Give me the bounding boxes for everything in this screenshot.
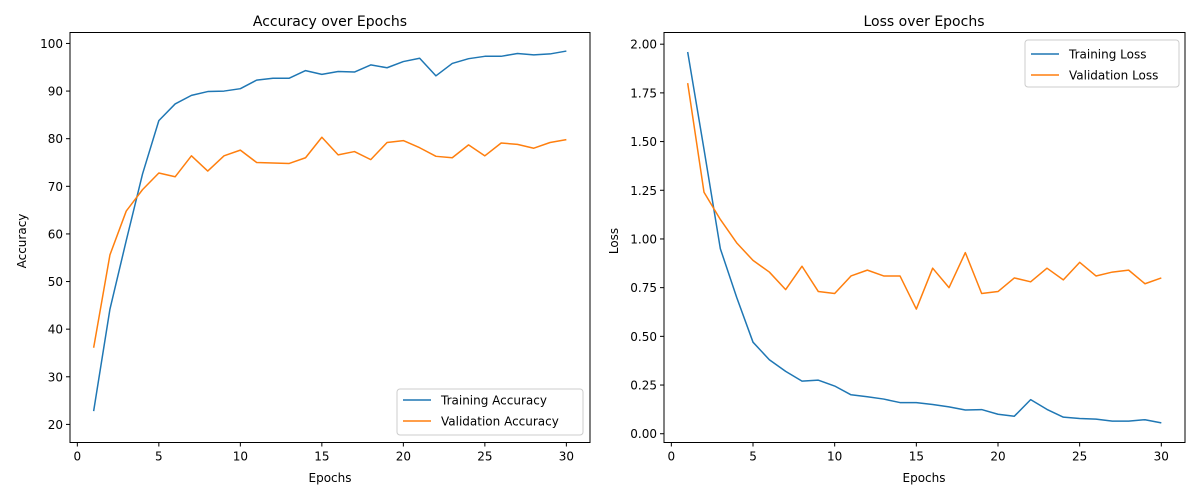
accuracy-x-tick-label: 10 — [233, 450, 248, 464]
loss-x-ticks: 0 5 10 15 20 25 30 — [668, 442, 1169, 464]
accuracy-y-tick-label: 20 — [48, 418, 63, 432]
loss-x-tick-label: 20 — [990, 450, 1005, 464]
loss-y-tick-label: 1.25 — [630, 184, 657, 198]
accuracy-legend-label-validation: Validation Accuracy — [441, 415, 559, 429]
accuracy-y-tick-label: 30 — [48, 370, 63, 384]
loss-series-line-training-loss — [686, 51, 1162, 424]
loss-y-tick-label: 2.00 — [630, 38, 657, 52]
loss-y-tick-label: 0.00 — [630, 427, 657, 441]
accuracy-x-tick-label: 30 — [559, 450, 574, 464]
loss-legend-box — [1024, 39, 1180, 88]
accuracy-y-tick-label: 60 — [48, 227, 63, 241]
loss-y-tick-label: 1.75 — [630, 86, 657, 100]
accuracy-series-line-validation-accuracy — [92, 136, 567, 348]
loss-x-tick-label: 10 — [827, 450, 842, 464]
accuracy-legend-box — [396, 388, 584, 436]
loss-y-ticks: 0.00 0.25 0.50 0.75 1.00 1.25 1.50 1.75 2.00 — [630, 38, 664, 441]
accuracy-y-ticks: 20 30 40 50 60 70 80 90 100 — [40, 37, 70, 432]
accuracy-x-tick-label: 15 — [314, 450, 329, 464]
loss-y-tick-label: 0.50 — [630, 330, 657, 344]
accuracy-y-tick-label: 50 — [48, 275, 63, 289]
accuracy-y-tick-label: 40 — [48, 323, 63, 337]
accuracy-x-tick-label: 25 — [477, 450, 492, 464]
accuracy-x-tick-label: 20 — [396, 450, 411, 464]
loss-y-axis-label: Loss — [607, 228, 621, 254]
loss-x-tick-label: 25 — [1072, 450, 1087, 464]
accuracy-series-lines — [92, 50, 567, 412]
loss-legend: Training Loss Validation Loss — [1024, 39, 1180, 88]
accuracy-x-tick-label: 0 — [74, 450, 82, 464]
loss-legend-label-training: Training Loss — [1068, 48, 1146, 62]
accuracy-series-line-training-accuracy — [92, 50, 567, 412]
loss-y-tick-label: 1.00 — [630, 232, 657, 246]
loss-legend-label-validation: Validation Loss — [1069, 69, 1158, 83]
accuracy-y-axis-label: Accuracy — [15, 214, 29, 269]
accuracy-y-tick-label: 70 — [48, 180, 63, 194]
loss-x-tick-label: 0 — [668, 450, 676, 464]
accuracy-x-axis-label: Epochs — [309, 471, 352, 485]
loss-series-lines — [686, 51, 1162, 424]
accuracy-y-tick-label: 80 — [48, 132, 63, 146]
accuracy-legend-label-training: Training Accuracy — [440, 394, 547, 408]
loss-panel: Loss over Epochs Epochs Loss 0 5 10 15 20 25 3… — [607, 14, 1186, 485]
accuracy-x-tick-label: 5 — [155, 450, 163, 464]
accuracy-panel: Accuracy over Epochs Epochs Accuracy 0 5 1… — [15, 14, 591, 485]
accuracy-x-ticks: 0 5 10 15 20 25 30 — [74, 442, 574, 464]
accuracy-y-tick-label: 90 — [48, 85, 63, 99]
accuracy-legend: Training Accuracy Validation Accuracy — [396, 388, 584, 436]
loss-x-tick-label: 15 — [909, 450, 924, 464]
loss-plot-frame — [663, 32, 1186, 443]
accuracy-chart-title: Accuracy over Epochs — [253, 14, 407, 30]
accuracy-y-tick-label: 100 — [40, 37, 63, 51]
accuracy-plot-frame — [69, 32, 591, 443]
loss-x-axis-label: Epochs — [903, 471, 946, 485]
loss-y-tick-label: 0.25 — [630, 379, 657, 393]
loss-series-line-validation-loss — [686, 83, 1162, 310]
loss-y-tick-label: 0.75 — [630, 281, 657, 295]
loss-chart-title: Loss over Epochs — [864, 14, 985, 30]
loss-x-tick-label: 30 — [1154, 450, 1169, 464]
loss-y-tick-label: 1.50 — [630, 135, 657, 149]
loss-x-tick-label: 5 — [749, 450, 757, 464]
